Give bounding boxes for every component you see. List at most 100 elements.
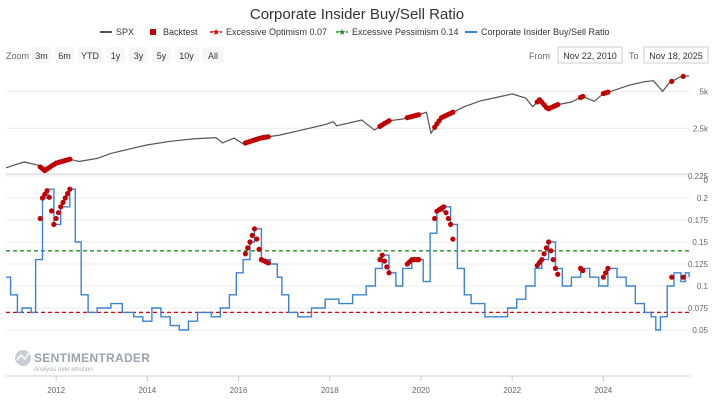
zoom-button-10y[interactable]: 10y — [175, 47, 198, 63]
to-date-value: Nov 18, 2025 — [649, 51, 703, 61]
ratio-backtest-marker — [603, 270, 609, 276]
legend-item-corporate-insider-buy-sell-ratio[interactable]: Corporate Insider Buy/Sell Ratio — [465, 27, 610, 37]
zoom-controls: Zoom 3m 6m YTD 1y 3y 5y 10y All — [6, 47, 224, 63]
ratio-backtest-marker — [249, 232, 255, 238]
ratio-backtest-marker — [46, 194, 52, 200]
zoom-button-bg — [55, 47, 74, 63]
ratio-backtest-marker — [552, 265, 559, 271]
ratio-backtest-marker — [254, 236, 260, 242]
ratio-line — [6, 188, 690, 331]
to-date-input[interactable]: Nov 18, 2025 — [643, 46, 709, 64]
ratio-backtest-marker — [265, 260, 271, 266]
logo-chart-icon — [16, 352, 30, 361]
zoom-button-label: 5y — [157, 51, 167, 61]
ratio-tick-label: 0.1 — [697, 282, 709, 291]
ratio-backtest-marker — [432, 215, 438, 222]
legend-item-excessive-optimism-0-07[interactable]: ★ Excessive Optimism 0.07 — [210, 27, 327, 37]
ratio-backtest-marker — [256, 246, 262, 252]
zoom-button-label: All — [208, 51, 218, 61]
legend-label: Excessive Pessimism 0.14 — [352, 27, 459, 37]
ratio-backtest-marker — [62, 195, 68, 201]
zoom-button-bg — [78, 47, 102, 63]
zoom-button-ytd[interactable]: YTD — [78, 47, 102, 63]
ratio-backtest-marker — [37, 215, 43, 222]
grid — [6, 90, 690, 331]
ratio-tick-label: 0.15 — [692, 238, 708, 247]
ratio-backtest-marker — [541, 251, 547, 257]
spx-backtest-marker — [669, 78, 675, 84]
ratio-tick-label: 0.075 — [688, 304, 709, 313]
legend-label: Backtest — [163, 27, 198, 37]
ratio-backtest-marker — [580, 268, 586, 274]
zoom-button-bg — [129, 47, 148, 63]
ratio-backtest-marker — [539, 257, 545, 263]
watermark: SENTIMENTRADER Analysis over emotion — [15, 350, 150, 373]
legend-item-backtest[interactable]: Backtest — [150, 27, 198, 37]
ratio-tick-label: 0.175 — [688, 216, 709, 225]
ratio-backtest-marker — [555, 271, 561, 277]
spx-backtest-marker — [416, 112, 422, 118]
legend-label: Excessive Optimism 0.07 — [226, 27, 327, 37]
ratio-tick-label: 0.2 — [697, 194, 709, 203]
zoom-button-label: YTD — [81, 51, 100, 61]
zoom-button-label: 1y — [111, 51, 121, 61]
zoom-button-bg — [175, 47, 198, 63]
ratio-backtest-marker — [546, 239, 552, 245]
spx-backtest-marker — [265, 134, 271, 140]
ratio-backtest-marker — [548, 248, 554, 254]
ratio-backtest-marker — [543, 245, 549, 251]
logo-text: SENTIMENTRADER — [34, 351, 150, 365]
ratio-backtest-marker — [60, 199, 66, 205]
spx-backtest-marker — [555, 102, 561, 108]
x-tick-label: 2022 — [503, 386, 521, 395]
ratio-backtest-marker — [445, 215, 451, 222]
zoom-button-all[interactable]: All — [202, 47, 224, 63]
zoom-button-label: 6m — [58, 51, 71, 61]
legend: SPX Backtest ★ Excessive Optimism 0.07 ★ Exce… — [100, 27, 610, 37]
zoom-button-3m[interactable]: 3m — [32, 47, 51, 63]
date-range-controls: From Nov 22, 2010 To Nov 18, 2025 — [529, 46, 709, 64]
ratio-backtest-marker — [381, 258, 388, 264]
spx-backtest-marker — [605, 89, 611, 95]
legend-item-spx[interactable]: SPX — [100, 27, 134, 37]
zoom-button-1y[interactable]: 1y — [106, 47, 125, 63]
ratio-backtest-marker — [384, 264, 390, 270]
zoom-button-5y[interactable]: 5y — [152, 47, 171, 63]
spx-panel — [5, 73, 690, 174]
ratio-backtest-marker — [245, 245, 251, 251]
ratio-backtest-marker — [67, 186, 73, 192]
from-date-input[interactable]: Nov 22, 2010 — [557, 46, 623, 64]
zoom-button-label: 10y — [179, 51, 194, 61]
ratio-tick-label: 0.05 — [692, 326, 708, 335]
ratio-backtest-marker — [379, 252, 385, 258]
zoom-button-bg — [152, 47, 171, 63]
x-tick-label: 2012 — [47, 386, 65, 395]
spx-backtest-marker — [67, 156, 73, 162]
ratio-backtest-marker — [450, 236, 456, 242]
ratio-backtest-marker — [600, 274, 606, 280]
ratio-panel — [6, 186, 690, 331]
legend-star-icon: ★ — [338, 27, 346, 37]
from-label: From — [529, 51, 550, 61]
ratio-backtest-marker — [64, 191, 71, 197]
ratio-backtest-marker — [448, 221, 454, 227]
zoom-button-6m[interactable]: 6m — [55, 47, 74, 63]
ratio-backtest-marker — [53, 215, 59, 222]
zoom-button-3y[interactable]: 3y — [129, 47, 148, 63]
zoom-button-label: 3y — [134, 51, 144, 61]
zoom-button-bg — [32, 47, 51, 63]
spx-backtest-marker — [386, 118, 392, 124]
x-tick-label: 2020 — [412, 386, 430, 395]
chart-title: Corporate Insider Buy/Sell Ratio — [250, 6, 464, 23]
legend-square-icon — [150, 29, 156, 35]
zoom-button-bg — [106, 47, 125, 63]
spx-backtest-marker — [450, 109, 456, 115]
spx-tick-label: 2.5k — [693, 124, 709, 133]
legend-label: SPX — [116, 27, 134, 37]
spx-backtest-marker — [680, 73, 686, 80]
ratio-backtest-marker — [44, 188, 50, 194]
legend-item-excessive-pessimism-0-14[interactable]: ★ Excessive Pessimism 0.14 — [336, 27, 459, 37]
x-tick-label: 2016 — [230, 386, 248, 395]
ratio-backtest-marker — [669, 274, 675, 280]
